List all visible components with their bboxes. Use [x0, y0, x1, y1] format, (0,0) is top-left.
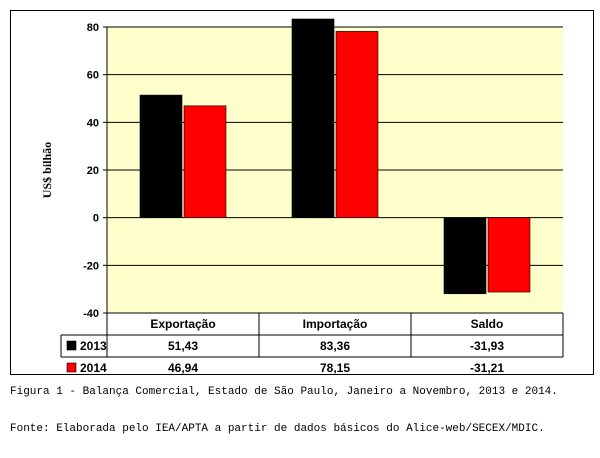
- data-label: -31,93: [470, 339, 504, 353]
- bar-2014-2: [335, 31, 379, 218]
- bar-2014-3: [487, 217, 531, 293]
- y-axis-label: US$ bilhão: [40, 142, 54, 198]
- y-tick-label: 80: [87, 22, 99, 34]
- category-label: Importação: [303, 317, 368, 331]
- data-label: 78,15: [320, 361, 350, 375]
- y-tick-label: 20: [87, 165, 99, 177]
- y-tick-label: -40: [83, 308, 99, 320]
- category-label: Exportação: [150, 317, 215, 331]
- bar-2013-3: [443, 217, 487, 295]
- figure-caption: Figura 1 - Balança Comercial, Estado de …: [10, 386, 558, 398]
- category-label: Saldo: [471, 317, 504, 331]
- y-tick-label: 0: [93, 213, 99, 225]
- data-label: 51,43: [168, 339, 198, 353]
- y-tick-label: 60: [87, 70, 99, 82]
- legend-swatch-2014: [66, 362, 77, 373]
- bar-2014-1: [183, 105, 227, 218]
- bar-chart: -40 -20 0 20 40 60 80 US$ bilhão Exportação Impor…: [40, 18, 564, 375]
- legend-label-2014: 2014: [80, 361, 107, 375]
- legend-swatch-2013: [66, 340, 77, 351]
- data-label: -31,21: [470, 361, 504, 375]
- legend-label-2013: 2013: [80, 339, 107, 353]
- data-label: 83,36: [320, 339, 350, 353]
- source-caption: Fonte: Elaborada pelo IEA/APTA a partir …: [10, 423, 545, 435]
- bar-2013-1: [139, 94, 183, 218]
- bar-2013-2: [291, 18, 335, 218]
- data-label: 46,94: [168, 361, 198, 375]
- chart-frame: -40 -20 0 20 40 60 80 US$ bilhão Exportação Impor…: [10, 10, 594, 375]
- y-tick-label: -20: [83, 260, 99, 272]
- y-tick-label: 40: [87, 117, 99, 129]
